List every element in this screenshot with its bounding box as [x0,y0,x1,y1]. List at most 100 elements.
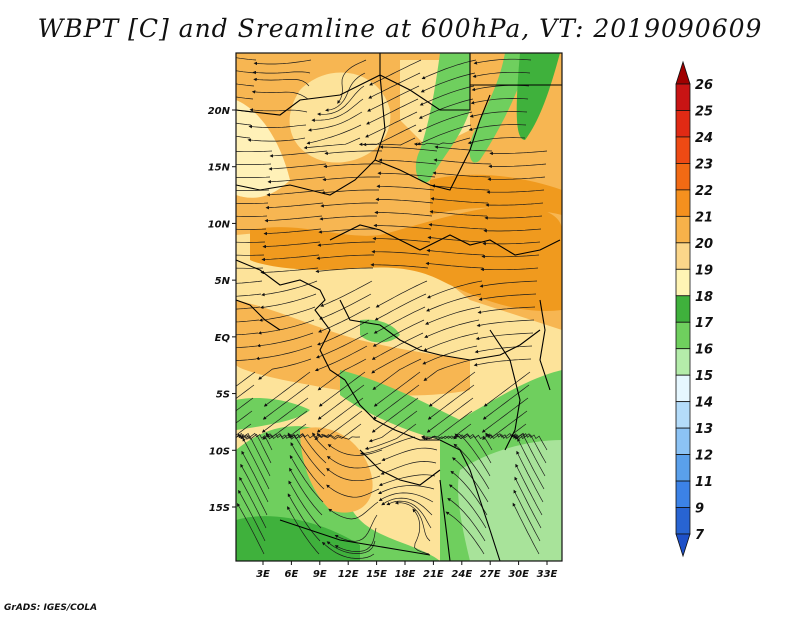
border-line [236,53,381,116]
colorbar-box [675,215,691,244]
streamline [320,202,378,208]
colorbar-box [675,163,691,191]
colorbar-label: 26 [695,78,713,93]
streamline [431,184,490,191]
streamline [486,189,545,194]
colorbar-box [675,480,691,508]
streamline [290,442,325,490]
field-patch [516,53,560,140]
streamline [265,202,324,210]
field-patch [289,72,391,163]
chart-title: WBPT [C] and Sreamline at 600hPa, VT: 20… [37,14,763,43]
lon-tick-label: 33E [537,569,558,580]
streamline [242,437,270,490]
streamline [262,410,308,440]
colorbar-label: 18 [695,290,713,305]
streamline [469,111,528,118]
colorbar-label: 11 [695,475,713,490]
streamline [320,280,373,307]
streamline [371,397,419,433]
streamline [371,345,423,374]
colorbar-label: 20 [695,237,713,252]
border-line [236,74,386,196]
lat-tick-label: 5N [215,276,231,287]
streamline [236,70,256,74]
colorbar-bottom-arrow [675,533,691,558]
colorbar-box [675,268,691,297]
streamline [512,433,547,464]
streamline [372,236,431,243]
streamline [513,489,541,542]
streamline [375,280,428,308]
streamline [324,150,383,156]
streamline [454,433,492,464]
streamline [236,423,252,436]
colorbar-label: 21 [695,210,713,225]
colorbar-label: 14 [695,396,713,411]
lon-tick-label: 27E [480,569,501,580]
colorbar-label: 7 [695,528,705,543]
streamline [241,450,269,503]
streamline [257,319,315,335]
colorbar-label: 19 [695,263,713,278]
streamline [433,158,492,165]
streamline [474,345,533,354]
streamline [236,358,257,361]
colorbar-label: 9 [695,502,704,517]
streamline [287,432,328,451]
streamline [429,210,488,217]
streamline [236,254,265,256]
streamline [467,137,526,145]
streamline [256,332,314,348]
streamline [326,540,376,554]
streamline [514,433,546,477]
streamline [268,163,327,171]
streamline [365,111,418,138]
streamline [326,484,380,498]
streamline [236,306,261,310]
country-borders [236,53,562,561]
streamline [236,410,253,424]
streamline [373,223,432,230]
streamline [236,122,252,126]
streamline [306,124,362,145]
streamline [481,397,529,433]
streamline [448,484,487,529]
colorbar-box [675,242,691,270]
streamline [236,150,273,153]
streamline [483,228,542,233]
streamline [475,332,534,341]
streamline [487,176,546,181]
streamline [473,58,532,65]
streamline [418,98,474,119]
streamline [317,384,365,420]
streamline [434,145,493,152]
streamline [485,202,544,207]
streamline [236,57,257,61]
streamline [236,241,266,243]
streamline [515,463,543,516]
streamline [394,501,431,542]
streamline [288,433,327,464]
streamline [482,384,530,420]
streamline [263,371,311,407]
field-patch [360,319,400,343]
lat-tick-label: 20N [208,106,231,117]
streamline [430,197,489,204]
streamline [366,98,419,125]
streamline [423,358,477,382]
streamline [426,248,485,256]
streamline [371,332,424,360]
streamline [322,176,380,182]
streamline [252,70,311,75]
streamline [481,254,540,259]
lat-tick-label: 10N [208,219,231,230]
streamline [413,137,471,147]
streamline [315,267,373,273]
streamline [249,108,308,113]
border-line [374,94,491,191]
streamline [289,454,324,503]
border-line [279,519,431,556]
colorbar-box [675,427,691,455]
streamline [369,59,422,86]
